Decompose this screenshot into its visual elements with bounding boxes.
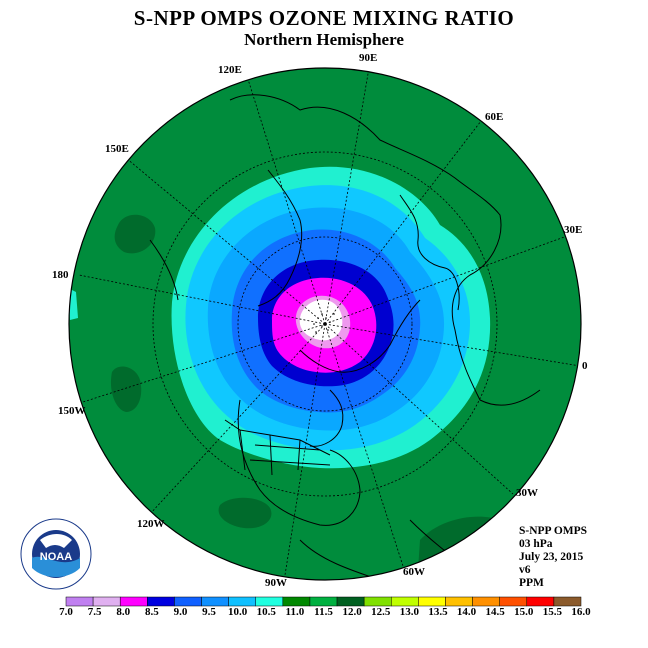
colorbar-cell bbox=[472, 596, 500, 607]
colorbar-cell bbox=[92, 596, 121, 607]
colorbar-cell bbox=[336, 596, 365, 607]
lon-label-150w: 150W bbox=[58, 405, 86, 417]
colorbar-cell bbox=[445, 596, 473, 607]
colorbar-tick-label: 14.5 bbox=[485, 606, 505, 618]
colorbar-cell bbox=[363, 596, 392, 607]
map-border bbox=[68, 67, 582, 581]
lon-label-90w: 90W bbox=[265, 577, 287, 589]
colorbar-cell bbox=[526, 596, 555, 607]
colorbar-tick-label: 8.0 bbox=[116, 606, 131, 618]
meta-date: July 23, 2015 bbox=[519, 551, 584, 563]
colorbar-cell bbox=[201, 596, 229, 607]
colorbar-tick-label: 8.5 bbox=[144, 606, 159, 618]
page-title: S-NPP OMPS OZONE MIXING RATIO bbox=[133, 6, 515, 30]
pole-dots bbox=[313, 313, 335, 333]
colorbar-cell bbox=[418, 596, 446, 607]
colorbar-tick-label: 9.5 bbox=[202, 606, 216, 618]
colorbar-cell bbox=[65, 596, 94, 607]
meta-instrument: S-NPP OMPS bbox=[519, 525, 588, 537]
dark-patch-south bbox=[218, 497, 272, 529]
colorbar-tick-label: 11.5 bbox=[314, 606, 333, 618]
colorbar-tick-label: 10.5 bbox=[256, 606, 276, 618]
colorbar-cell bbox=[255, 596, 284, 607]
colorbar-tick-label: 13.5 bbox=[428, 606, 448, 618]
colorbar-tick-label: 12.0 bbox=[342, 606, 362, 618]
dark-patch-west bbox=[110, 366, 142, 412]
meta-units: PPM bbox=[519, 577, 544, 589]
noaa-logo: NOAA bbox=[20, 518, 92, 590]
dark-patch-pacific bbox=[114, 214, 156, 254]
lon-label-90e: 90E bbox=[359, 52, 378, 64]
colorbar-tick-label: 16.0 bbox=[571, 606, 591, 618]
colorbar-tick-label: 15.0 bbox=[514, 606, 534, 618]
lon-label-150e: 150E bbox=[105, 143, 129, 155]
colorbar-cell bbox=[553, 596, 582, 607]
lon-label-0: 0 bbox=[582, 360, 588, 372]
lon-label-120e: 120E bbox=[218, 64, 242, 76]
lon-label-180: 180 bbox=[52, 269, 69, 281]
lon-label-60e: 60E bbox=[485, 111, 504, 123]
colorbar-tick-label: 7.5 bbox=[87, 606, 102, 618]
graticule bbox=[78, 68, 581, 576]
colorbar-tick-label: 12.5 bbox=[371, 606, 391, 618]
lon-label-30e: 30E bbox=[564, 224, 583, 236]
colorbar-cell bbox=[228, 596, 256, 607]
colorbar-cell bbox=[174, 596, 202, 607]
colorbar-cell bbox=[391, 596, 419, 607]
metadata-block: S-NPP OMPS 03 hPa July 23, 2015 v6 PPM bbox=[519, 525, 587, 590]
colorbar-cell bbox=[147, 596, 175, 607]
colorbar-cell bbox=[309, 596, 338, 607]
lon-label-120w: 120W bbox=[137, 518, 165, 530]
meta-level: 03 hPa bbox=[519, 538, 553, 550]
colorbar-cell bbox=[499, 596, 528, 607]
coastlines bbox=[149, 94, 576, 580]
lon-label-60w: 60W bbox=[403, 566, 425, 578]
colorbar-tick-label: 15.5 bbox=[542, 606, 562, 618]
meta-version: v6 bbox=[519, 564, 531, 576]
colorbar-tick-label: 7.0 bbox=[59, 606, 73, 618]
colorbar-cell bbox=[282, 596, 311, 607]
colorbar-tick-label: 14.0 bbox=[456, 606, 477, 618]
colorbar-tick-label: 11.0 bbox=[285, 606, 305, 618]
logo-text: NOAA bbox=[40, 551, 72, 563]
page-subtitle: Northern Hemisphere bbox=[244, 30, 404, 49]
lon-label-30w: 30W bbox=[516, 487, 538, 499]
colorbar-tick-label: 10.0 bbox=[228, 606, 248, 618]
colorbar-cell bbox=[119, 596, 148, 607]
colorbar-tick-label: 9.0 bbox=[173, 606, 188, 618]
colorbar-tick-label: 13.0 bbox=[399, 606, 419, 618]
